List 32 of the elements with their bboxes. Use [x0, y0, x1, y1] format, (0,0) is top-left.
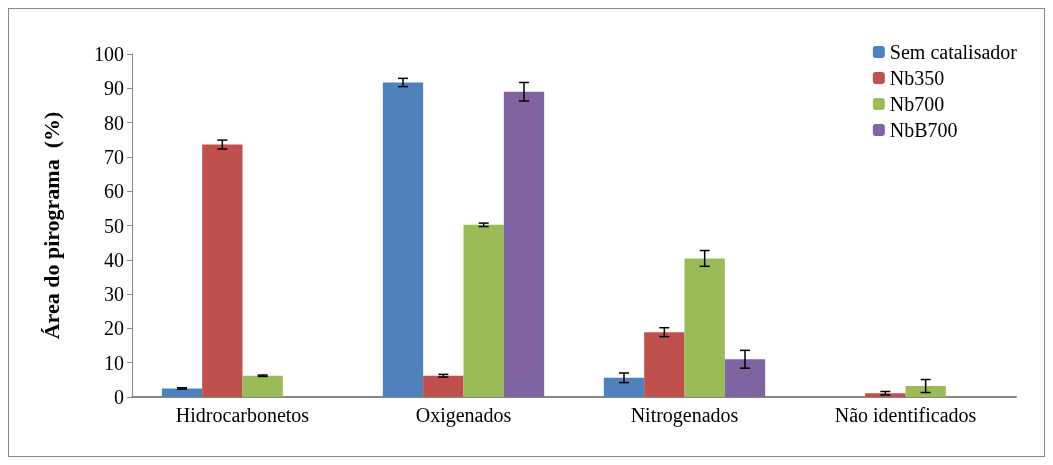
y-tick-label: 40: [104, 248, 124, 271]
x-tick-label: Oxigenados: [415, 404, 512, 427]
y-tick-label: 80: [104, 111, 124, 134]
y-tick-label: 10: [104, 351, 124, 374]
bar: [644, 332, 685, 397]
bar: [382, 82, 424, 397]
bar: [463, 224, 504, 397]
y-tick-label: 0: [114, 386, 124, 408]
y-tick-label: 50: [104, 214, 124, 237]
bar: [724, 359, 766, 397]
bar: [603, 377, 645, 397]
y-tick-label: 20: [104, 317, 124, 340]
bar: [202, 144, 243, 397]
legend-label: NbB700: [889, 119, 958, 141]
bar: [503, 91, 545, 397]
y-tick-label: 90: [104, 77, 124, 100]
bar: [161, 388, 203, 397]
legend-label: Nb700: [889, 93, 945, 115]
legend-label: Sem catalisador: [889, 41, 1018, 63]
y-tick-label: 70: [104, 145, 124, 168]
bar: [905, 386, 946, 397]
bar: [423, 375, 464, 397]
x-tick-label: Hidrocarbonetos: [175, 404, 310, 426]
y-tick-label: 100: [94, 43, 124, 65]
bar: [684, 258, 725, 397]
y-tick-label: 30: [104, 283, 124, 306]
y-tick-label: 60: [104, 180, 124, 203]
x-tick-label: Nitrogenados: [630, 404, 739, 427]
y-axis-title: Área do pirograma (%): [38, 111, 64, 340]
bar: [242, 375, 283, 397]
x-tick-label: Não identificados: [834, 404, 977, 426]
legend-label: Nb350: [889, 67, 945, 89]
